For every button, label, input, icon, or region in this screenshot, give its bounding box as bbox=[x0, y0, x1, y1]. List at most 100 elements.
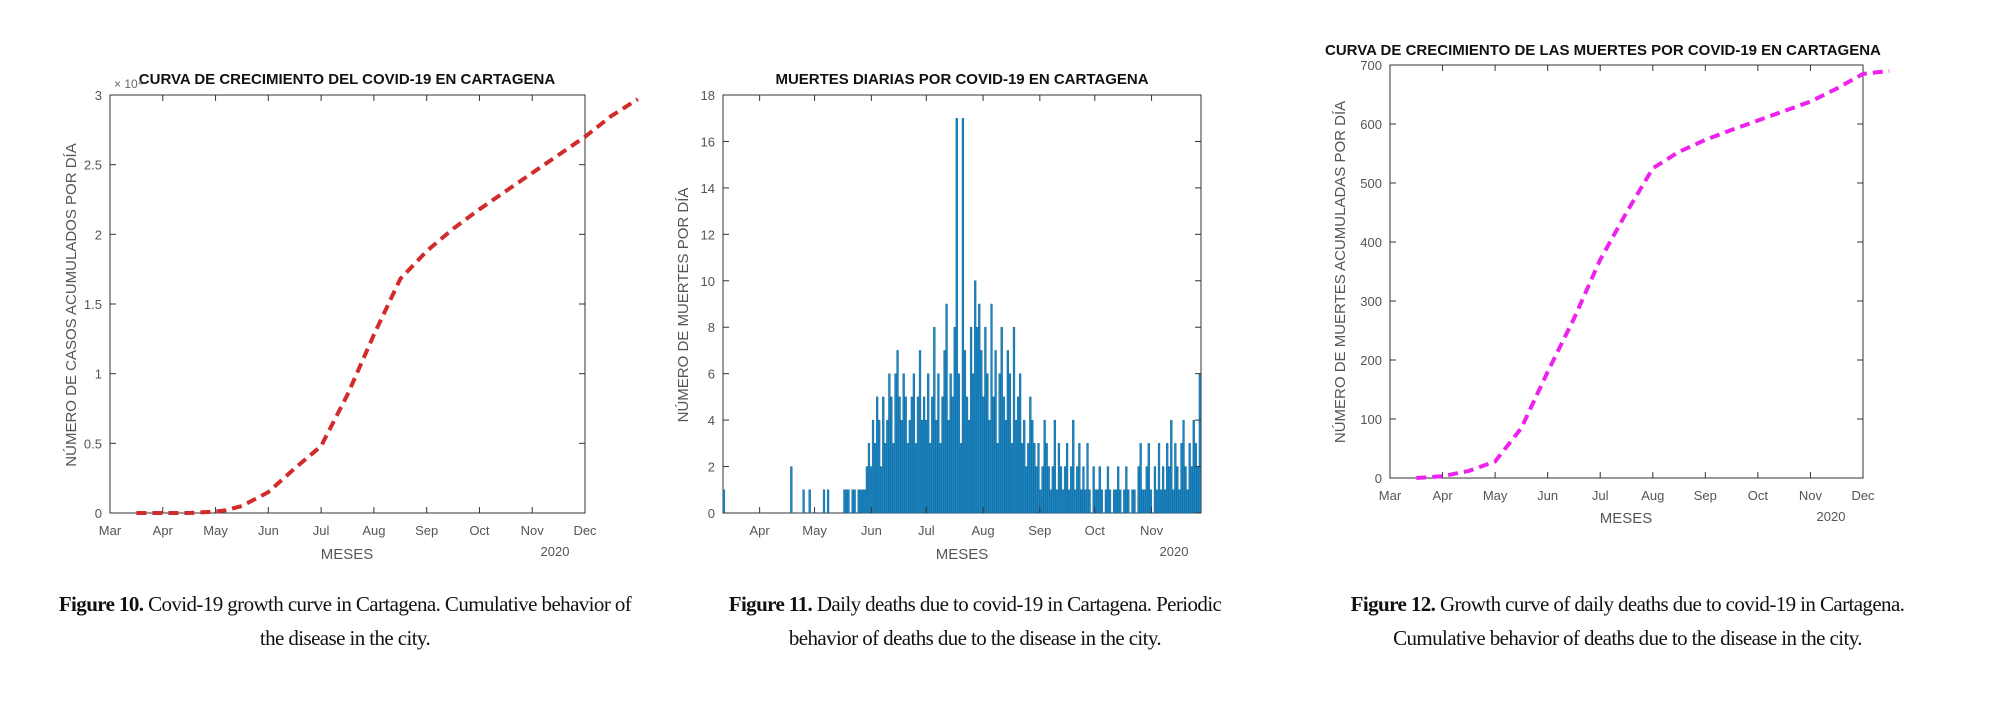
bar bbox=[904, 396, 907, 514]
bar bbox=[1096, 489, 1099, 514]
y-tick-label: 500 bbox=[1360, 176, 1382, 191]
x-tick-label: Nov bbox=[1799, 488, 1823, 503]
bar bbox=[1014, 419, 1018, 514]
bar bbox=[1033, 443, 1036, 514]
bar bbox=[920, 419, 924, 514]
bar bbox=[912, 373, 916, 514]
bar bbox=[857, 489, 860, 514]
bar bbox=[1084, 489, 1087, 514]
bar bbox=[896, 350, 899, 514]
bar bbox=[822, 489, 826, 514]
bar bbox=[888, 373, 891, 514]
bar bbox=[1057, 443, 1061, 514]
bar bbox=[967, 419, 971, 514]
bar bbox=[996, 443, 999, 514]
y-tick-label: 0 bbox=[708, 506, 715, 521]
bar bbox=[1061, 489, 1065, 514]
bar bbox=[925, 419, 928, 514]
bar bbox=[1019, 373, 1022, 514]
bar bbox=[1041, 466, 1044, 514]
caption-figure-10: Figure 10. Covid-19 growth curve in Cart… bbox=[50, 587, 640, 655]
x-tick-label: Sep bbox=[1028, 523, 1051, 538]
y-tick-label: 100 bbox=[1360, 412, 1382, 427]
y-tick-label: 4 bbox=[708, 413, 715, 428]
bar bbox=[1161, 466, 1165, 514]
plot-area-3 bbox=[1389, 64, 1864, 479]
bar bbox=[1012, 327, 1016, 514]
bar bbox=[961, 118, 965, 514]
bar bbox=[1139, 443, 1142, 514]
bar bbox=[1174, 443, 1177, 514]
y-tick-label: 16 bbox=[701, 134, 715, 149]
bar bbox=[965, 396, 969, 514]
x-year-2: 2020 bbox=[1160, 544, 1189, 559]
bar bbox=[949, 373, 952, 514]
bar bbox=[1194, 443, 1197, 514]
bar bbox=[1047, 466, 1050, 514]
bar bbox=[982, 396, 985, 514]
bar bbox=[1082, 466, 1085, 514]
bar bbox=[955, 118, 958, 514]
bar bbox=[1076, 466, 1079, 514]
bar bbox=[863, 489, 866, 514]
caption-figure-11: Figure 11. Daily deaths due to covid-19 … bbox=[695, 587, 1255, 655]
bar bbox=[1182, 419, 1185, 514]
bar bbox=[1188, 443, 1191, 514]
bar bbox=[1000, 327, 1003, 514]
x-tick-label: Dec bbox=[573, 523, 597, 538]
caption-text: Growth curve of daily deaths due to covi… bbox=[1393, 592, 1905, 650]
bar bbox=[933, 327, 936, 514]
bar bbox=[1043, 419, 1046, 514]
bar bbox=[972, 373, 975, 514]
bar bbox=[918, 350, 922, 514]
bar bbox=[1016, 396, 1020, 514]
bar bbox=[1010, 443, 1014, 514]
x-tick-label: May bbox=[203, 523, 228, 538]
plot-area-1 bbox=[109, 94, 586, 514]
bar bbox=[945, 303, 948, 514]
x-tick-label: Apr bbox=[153, 523, 174, 538]
bar bbox=[922, 396, 926, 514]
x-tick-label: Jul bbox=[918, 523, 935, 538]
bar bbox=[882, 396, 885, 514]
x-tick-label: Dec bbox=[1851, 488, 1875, 503]
y-tick-label: 600 bbox=[1360, 117, 1382, 132]
bar bbox=[951, 396, 954, 514]
bar bbox=[871, 419, 875, 514]
bar bbox=[1153, 466, 1157, 514]
x-tick-label: Aug bbox=[1641, 488, 1664, 503]
chart-daily-deaths: MUERTES DIARIAS POR COVID-19 EN CARTAGEN… bbox=[675, 71, 1202, 563]
bar bbox=[1053, 419, 1056, 514]
bar bbox=[1141, 489, 1144, 514]
bar bbox=[1004, 419, 1007, 514]
bar bbox=[992, 396, 995, 514]
bar bbox=[908, 419, 911, 514]
x-tick-label: Aug bbox=[362, 523, 385, 538]
bar bbox=[906, 443, 909, 514]
bar bbox=[1123, 489, 1126, 514]
bar bbox=[880, 466, 883, 514]
bar bbox=[1006, 350, 1009, 514]
bar bbox=[722, 489, 726, 514]
y-tick-label: 2.5 bbox=[84, 158, 102, 173]
series-line-cases bbox=[136, 97, 639, 515]
bar bbox=[927, 373, 930, 514]
y-axis-label-1: NÚMERO DE CASOS ACUMULADOS POR DÍA bbox=[63, 143, 80, 466]
bar bbox=[1059, 466, 1063, 514]
bar bbox=[845, 489, 848, 514]
bar bbox=[1149, 489, 1152, 514]
chart-cases-growth: CURVA DE CRECIMIENTO DEL COVID-19 EN CAR… bbox=[63, 71, 639, 563]
bar bbox=[935, 419, 938, 514]
bar bbox=[1125, 466, 1128, 514]
bar bbox=[1008, 373, 1012, 514]
bar bbox=[865, 466, 869, 514]
bar bbox=[914, 443, 918, 514]
bar bbox=[1133, 489, 1136, 514]
bar bbox=[1049, 489, 1052, 514]
y-tick-label: 0 bbox=[1375, 471, 1382, 486]
bar bbox=[978, 303, 981, 514]
y-tick-label: 18 bbox=[701, 88, 715, 103]
x-tick-label: Mar bbox=[99, 523, 122, 538]
y-tick-label: 8 bbox=[708, 320, 715, 335]
